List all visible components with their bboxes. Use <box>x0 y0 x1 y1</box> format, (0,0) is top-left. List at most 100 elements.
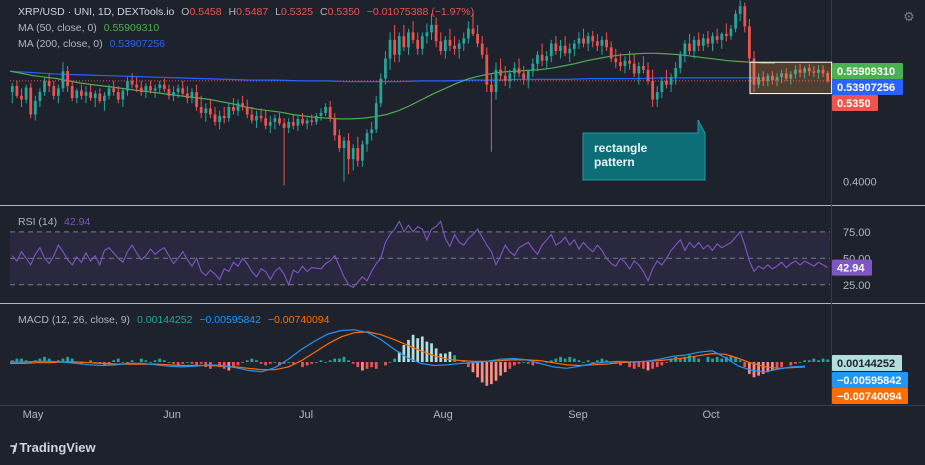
candle-body <box>743 6 747 27</box>
macd-histogram-bar <box>24 360 28 362</box>
macd-histogram-bar <box>706 356 710 362</box>
candle-body <box>462 38 466 44</box>
macd-histogram-bar <box>199 362 203 364</box>
candle-body <box>734 13 737 29</box>
candle-body <box>508 73 512 81</box>
rsi-badge: 42.94 <box>837 263 865 275</box>
candle-body <box>807 68 811 72</box>
candle-body <box>324 107 327 113</box>
candle-body <box>374 103 378 130</box>
candle-body <box>817 69 820 73</box>
candle-body <box>15 86 19 96</box>
macd-histogram-bar <box>678 358 682 362</box>
candle-body <box>209 108 212 115</box>
macd-histogram-bar <box>632 362 636 369</box>
macd-histogram-bar <box>771 362 774 371</box>
candle-body <box>554 43 558 52</box>
candle-body <box>434 24 438 42</box>
macd-histogram-bar <box>660 362 664 366</box>
macd-histogram-bar <box>112 360 116 362</box>
candle-body <box>678 54 682 69</box>
candle-body <box>47 80 51 87</box>
candle-body <box>517 68 521 74</box>
candle-body <box>328 107 332 119</box>
candle-body <box>319 112 323 116</box>
candle-body <box>651 80 655 100</box>
macd-histogram-bar <box>471 362 475 373</box>
macd-hist-badge-bg <box>832 355 902 371</box>
candle-body <box>577 38 581 44</box>
macd-histogram-bar <box>190 362 194 364</box>
candle-body <box>821 69 825 74</box>
candle-body <box>185 93 189 99</box>
macd-histogram-bar <box>20 358 23 362</box>
macd-histogram-bar <box>490 362 493 385</box>
tradingview-logo[interactable]: ⁊/TradingView <box>10 440 96 455</box>
macd-histogram-bar <box>374 362 378 369</box>
candle-body <box>453 45 456 49</box>
ma200-value: 0.53907256 <box>109 38 166 50</box>
candle-body <box>439 41 443 52</box>
candle-body <box>480 43 484 55</box>
candle-body <box>476 33 479 44</box>
macd-histogram-bar <box>798 362 802 363</box>
macd-histogram-bar <box>434 348 438 362</box>
macd-histogram-bar <box>794 362 797 364</box>
candle-body <box>798 69 802 73</box>
gear-icon[interactable]: ⚙ <box>903 9 915 24</box>
candle-body <box>522 73 526 79</box>
macd-histogram-bar <box>586 360 590 362</box>
candle-body <box>342 140 346 149</box>
rsi-label: RSI (14) <box>18 216 58 228</box>
high-value: H0.5487 <box>228 6 269 18</box>
candle-body <box>204 108 208 113</box>
macd-histogram-bar <box>595 360 599 362</box>
candle-body <box>273 118 277 122</box>
candle-body <box>52 86 56 96</box>
candle-body <box>669 77 673 85</box>
candle-body <box>296 118 300 126</box>
candle-body <box>430 24 433 33</box>
ma50-label: MA (50, close, 0) <box>18 22 97 34</box>
macd-histogram-bar <box>411 334 415 362</box>
macd-histogram-bar <box>651 362 655 369</box>
candle-body <box>655 92 659 100</box>
candle-body <box>738 6 742 14</box>
candle-body <box>397 36 401 55</box>
macd-histogram-bar <box>642 362 645 369</box>
macd-histogram-bar <box>291 362 295 364</box>
candle-body <box>333 118 337 136</box>
annotation-callout[interactable]: rectangle pattern <box>582 119 706 181</box>
candle-body <box>227 107 231 119</box>
candle-body <box>619 62 622 66</box>
candle-body <box>674 68 678 78</box>
macd-histogram-bar <box>430 343 433 362</box>
macd-histogram-bar <box>522 362 526 363</box>
candle-body <box>559 45 562 52</box>
candle-body <box>780 73 784 78</box>
candle-body <box>609 47 613 59</box>
time-tick-label: Jul <box>299 409 313 421</box>
close-value: C0.5350 <box>320 6 360 18</box>
candle-body <box>724 33 728 37</box>
candle-body <box>84 92 88 96</box>
candle-body <box>407 32 410 48</box>
rectangle-pattern-box[interactable] <box>749 61 833 95</box>
candle-body <box>255 115 258 121</box>
rsi-value: 42.94 <box>64 216 91 228</box>
macd-histogram-bar <box>56 360 60 362</box>
tradingview-mark-icon: ⁊/ <box>10 441 17 455</box>
candle-body <box>287 121 291 128</box>
candle-body <box>757 77 760 85</box>
macd-histogram-bar <box>503 362 507 373</box>
candle-body <box>149 86 152 91</box>
candle-body <box>591 36 595 42</box>
macd-histogram-bar <box>803 360 807 362</box>
time-tick-label: Oct <box>702 409 719 421</box>
candle-body <box>20 95 23 100</box>
candle-body <box>513 68 516 74</box>
macd-histogram-bar <box>494 362 498 381</box>
macd-histogram-bar <box>393 358 397 362</box>
macd-histogram-bar <box>176 362 180 366</box>
ma200-price-badge-bg <box>832 79 903 95</box>
